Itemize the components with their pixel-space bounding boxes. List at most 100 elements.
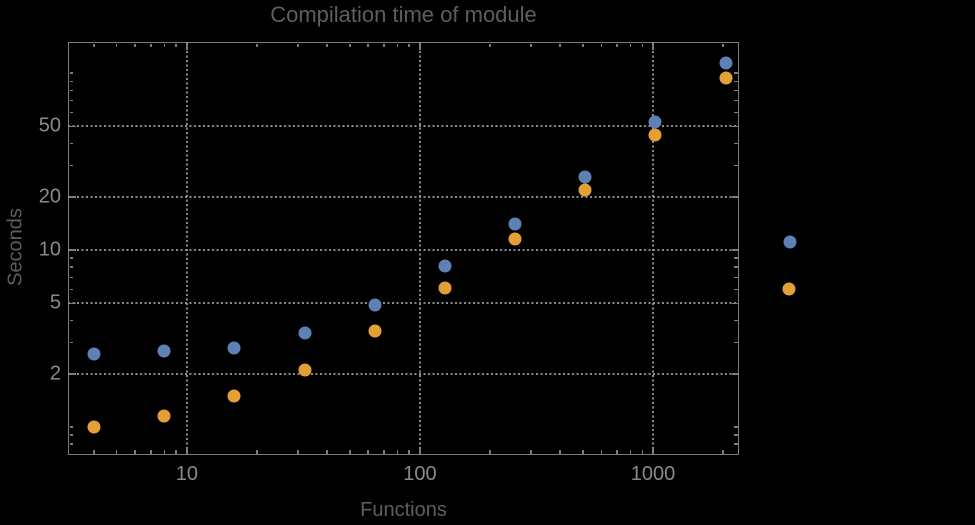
data-point-series-2-orange-x64 (368, 324, 382, 338)
y-tick-left-70 (69, 99, 73, 102)
x-tick-top-400 (559, 43, 561, 47)
data-point-series-1-blue-x2048 (719, 56, 732, 70)
data-point-series-2-orange-x512 (578, 183, 592, 196)
y-tick-left-5 (69, 302, 76, 305)
data-point-series-1-blue-x8 (157, 344, 171, 358)
y-axis-label: Seconds (4, 208, 27, 286)
x-tick-bottom-20 (256, 450, 258, 454)
data-point-series-2-orange-x1024 (648, 128, 662, 142)
y-tick-left-0.8 (69, 443, 73, 445)
x-tick-top-1000 (652, 43, 654, 50)
x-tick-top-5 (115, 43, 118, 47)
y-tick-label-2: 2 (49, 362, 61, 385)
x-tick-bottom-800 (629, 450, 632, 454)
y-tick-right-9 (734, 257, 738, 259)
x-tick-top-200 (489, 43, 491, 47)
y-gridline-10 (68, 249, 739, 252)
y-tick-left-50 (69, 125, 76, 128)
y-tick-left-30 (69, 164, 73, 167)
x-tick-bottom-1000 (652, 447, 654, 454)
y-tick-right-7 (734, 276, 738, 279)
x-tick-top-40 (326, 43, 328, 47)
data-point-series-1-blue-x128 (438, 259, 452, 273)
plot-frame (68, 42, 739, 455)
data-point-series-2-orange-x256 (508, 232, 522, 246)
x-tick-top-2000 (722, 43, 724, 47)
y-gridline-20 (68, 195, 739, 198)
x-tick-bottom-4 (93, 450, 95, 454)
y-tick-left-80 (69, 89, 73, 92)
x-tick-top-900 (641, 43, 644, 47)
y-tick-label-50: 50 (38, 114, 61, 137)
x-tick-bottom-700 (616, 450, 618, 454)
y-tick-left-7 (69, 276, 73, 279)
y-tick-right-6 (734, 288, 738, 291)
data-point-series-1-blue-x64 (368, 298, 382, 312)
y-tick-right-0.9 (734, 434, 738, 436)
y-tick-right-5 (731, 302, 738, 305)
y-tick-right-90 (734, 80, 738, 82)
y-tick-label-5: 5 (49, 291, 61, 314)
x-gridline-10 (185, 42, 188, 455)
y-tick-left-100 (69, 72, 73, 74)
x-tick-bottom-80 (396, 450, 399, 454)
y-tick-right-4 (734, 319, 738, 322)
x-tick-top-20 (256, 43, 258, 47)
x-tick-bottom-500 (582, 450, 584, 454)
x-gridline-1000 (651, 42, 654, 455)
x-tick-top-7 (150, 43, 152, 47)
x-tick-bottom-50 (349, 450, 351, 454)
x-tick-bottom-7 (150, 450, 152, 454)
y-tick-right-2 (731, 373, 738, 375)
y-tick-label-10: 10 (38, 238, 61, 261)
data-point-series-2-orange-x8 (157, 409, 171, 423)
y-tick-right-1 (734, 426, 738, 428)
x-tick-bottom-90 (408, 450, 410, 454)
y-tick-right-80 (734, 89, 738, 92)
data-point-series-2-orange-x16 (227, 389, 241, 403)
chart-title: Compilation time of module (270, 2, 537, 27)
y-tick-right-30 (734, 164, 738, 167)
x-tick-bottom-2000 (722, 450, 724, 454)
x-tick-top-8 (163, 43, 166, 47)
x-tick-top-90 (408, 43, 410, 47)
y-tick-left-40 (69, 142, 73, 145)
y-tick-left-3 (69, 341, 73, 344)
x-tick-top-100 (419, 43, 421, 50)
data-point-series-1-blue-x256 (508, 217, 522, 231)
data-point-series-2-orange-x128 (438, 281, 452, 295)
x-tick-bottom-300 (530, 450, 532, 454)
y-tick-right-3 (734, 341, 738, 344)
y-tick-left-0.9 (69, 434, 73, 436)
y-tick-left-6 (69, 288, 73, 291)
y-gridline-5 (68, 302, 739, 305)
x-tick-bottom-400 (559, 450, 561, 454)
y-gridline-50 (68, 125, 739, 128)
y-tick-left-2 (69, 373, 76, 375)
data-point-series-2-orange-x2048 (719, 71, 732, 85)
y-tick-left-4 (69, 319, 73, 322)
data-point-series-1-blue-x16 (227, 341, 241, 355)
y-tick-left-0.7 (69, 453, 73, 456)
y-tick-right-10 (731, 249, 738, 251)
x-axis-label: Functions (360, 499, 447, 521)
x-tick-top-70 (383, 43, 385, 47)
x-tick-bottom-600 (600, 450, 602, 454)
y-tick-right-20 (731, 196, 738, 198)
y-tick-right-0.8 (734, 443, 738, 445)
y-tick-label-20: 20 (38, 185, 61, 208)
x-tick-top-4 (93, 43, 95, 47)
data-point-series-1-blue-x1024 (648, 115, 662, 129)
x-tick-bottom-70 (383, 450, 385, 454)
x-tick-top-800 (629, 43, 632, 47)
x-tick-top-300 (530, 43, 532, 47)
y-gridline-2 (68, 372, 739, 375)
y-tick-right-40 (734, 142, 738, 145)
x-tick-bottom-8 (163, 450, 166, 454)
y-tick-right-60 (734, 111, 738, 114)
y-tick-right-100 (734, 72, 738, 74)
x-tick-top-700 (616, 43, 618, 47)
x-tick-top-600 (600, 43, 602, 47)
x-tick-bottom-30 (297, 450, 299, 454)
